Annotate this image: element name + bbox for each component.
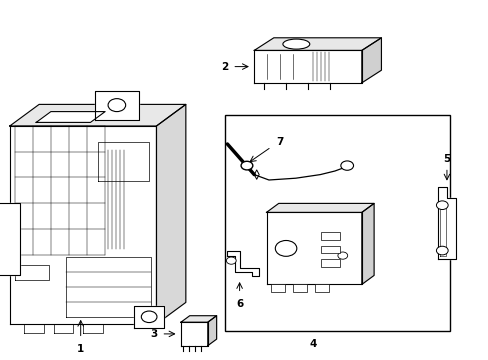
- Bar: [315, 284, 328, 292]
- Polygon shape: [134, 306, 163, 328]
- Polygon shape: [254, 50, 361, 83]
- Circle shape: [141, 311, 157, 323]
- Polygon shape: [36, 112, 105, 122]
- Text: 4: 4: [308, 339, 316, 349]
- Bar: [320, 259, 340, 267]
- Text: 6: 6: [236, 299, 243, 309]
- Circle shape: [337, 252, 347, 259]
- Text: 2: 2: [221, 62, 228, 72]
- Circle shape: [226, 257, 236, 264]
- Polygon shape: [95, 91, 139, 120]
- Polygon shape: [0, 188, 20, 274]
- Circle shape: [108, 99, 125, 112]
- Circle shape: [435, 201, 447, 210]
- Bar: [271, 284, 285, 292]
- Text: 3: 3: [150, 329, 157, 339]
- Polygon shape: [266, 203, 373, 212]
- Circle shape: [241, 161, 252, 170]
- Polygon shape: [361, 203, 373, 284]
- Bar: [293, 284, 306, 292]
- Polygon shape: [10, 126, 156, 324]
- Bar: [224, 115, 449, 331]
- Circle shape: [435, 246, 447, 255]
- Circle shape: [340, 161, 353, 170]
- Polygon shape: [361, 38, 381, 83]
- Polygon shape: [10, 104, 185, 126]
- Polygon shape: [181, 322, 207, 346]
- Polygon shape: [439, 203, 445, 256]
- Bar: [320, 246, 340, 253]
- Circle shape: [275, 240, 296, 256]
- Polygon shape: [156, 104, 185, 324]
- Polygon shape: [227, 251, 259, 276]
- Polygon shape: [254, 38, 381, 50]
- Text: 1: 1: [77, 344, 84, 354]
- Bar: [320, 232, 340, 240]
- Polygon shape: [181, 316, 216, 322]
- Ellipse shape: [283, 39, 309, 49]
- Polygon shape: [437, 187, 455, 259]
- Text: 7: 7: [276, 137, 283, 147]
- Polygon shape: [266, 212, 361, 284]
- Polygon shape: [207, 316, 216, 346]
- Text: 5: 5: [443, 154, 449, 164]
